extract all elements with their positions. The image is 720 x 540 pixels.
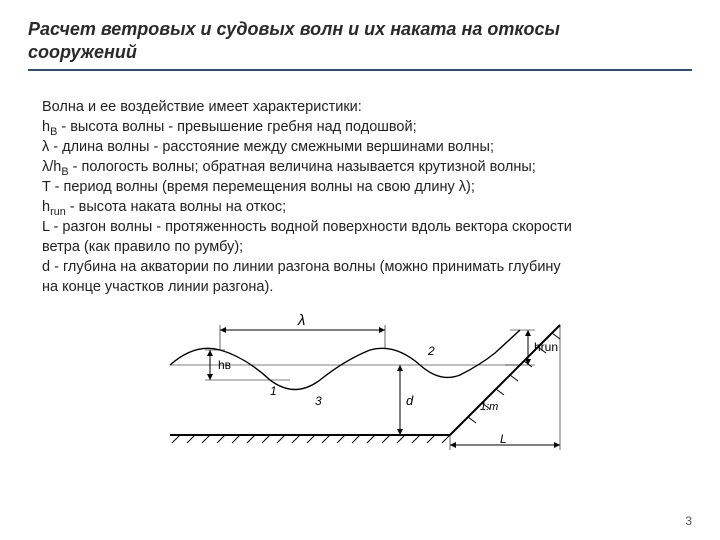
title-line-2: сооружений	[28, 42, 137, 62]
body-text: Волна и ее воздействие имеет характерист…	[28, 97, 692, 297]
def-lambda: λ - длина волны - расстояние между смежн…	[42, 137, 674, 157]
wave-diagram: hв λ hrun d 1:m L 1 2 3	[150, 305, 570, 455]
label-2: 2	[427, 344, 435, 358]
label-hrun: hrun	[534, 340, 558, 354]
page-number: 3	[685, 514, 692, 528]
label-lambda: λ	[297, 312, 305, 329]
def-d-line2: на конце участков линии разгона).	[42, 277, 674, 297]
def-T: T - период волны (время перемещения волн…	[42, 177, 674, 197]
intro-line: Волна и ее воздействие имеет характерист…	[42, 97, 674, 117]
label-1: 1	[270, 384, 277, 398]
slide: Расчет ветровых и судовых волн и их нака…	[0, 0, 720, 540]
title-line-1: Расчет ветровых и судовых волн и их нака…	[28, 19, 560, 39]
def-L-line1: L - разгон волны - протяженность водной …	[42, 217, 674, 237]
def-d-line1: d - глубина на акватории по линии разгон…	[42, 257, 674, 277]
def-steepness: λ/hВ - пологость волны; обратная величин…	[42, 157, 674, 177]
title-underline	[28, 69, 692, 71]
def-hrun: hrun - высота наката волны на откос;	[42, 197, 674, 217]
label-3: 3	[315, 394, 322, 408]
label-d: d	[406, 393, 414, 408]
label-L: L	[500, 432, 507, 446]
label-hB: hв	[218, 358, 231, 372]
page-title: Расчет ветровых и судовых волн и их нака…	[28, 18, 692, 63]
def-hB: hВ - высота волны - превышение гребня на…	[42, 117, 674, 137]
def-L-line2: ветра (как правило по румбу);	[42, 237, 674, 257]
label-slope-ratio: 1:m	[480, 401, 498, 413]
